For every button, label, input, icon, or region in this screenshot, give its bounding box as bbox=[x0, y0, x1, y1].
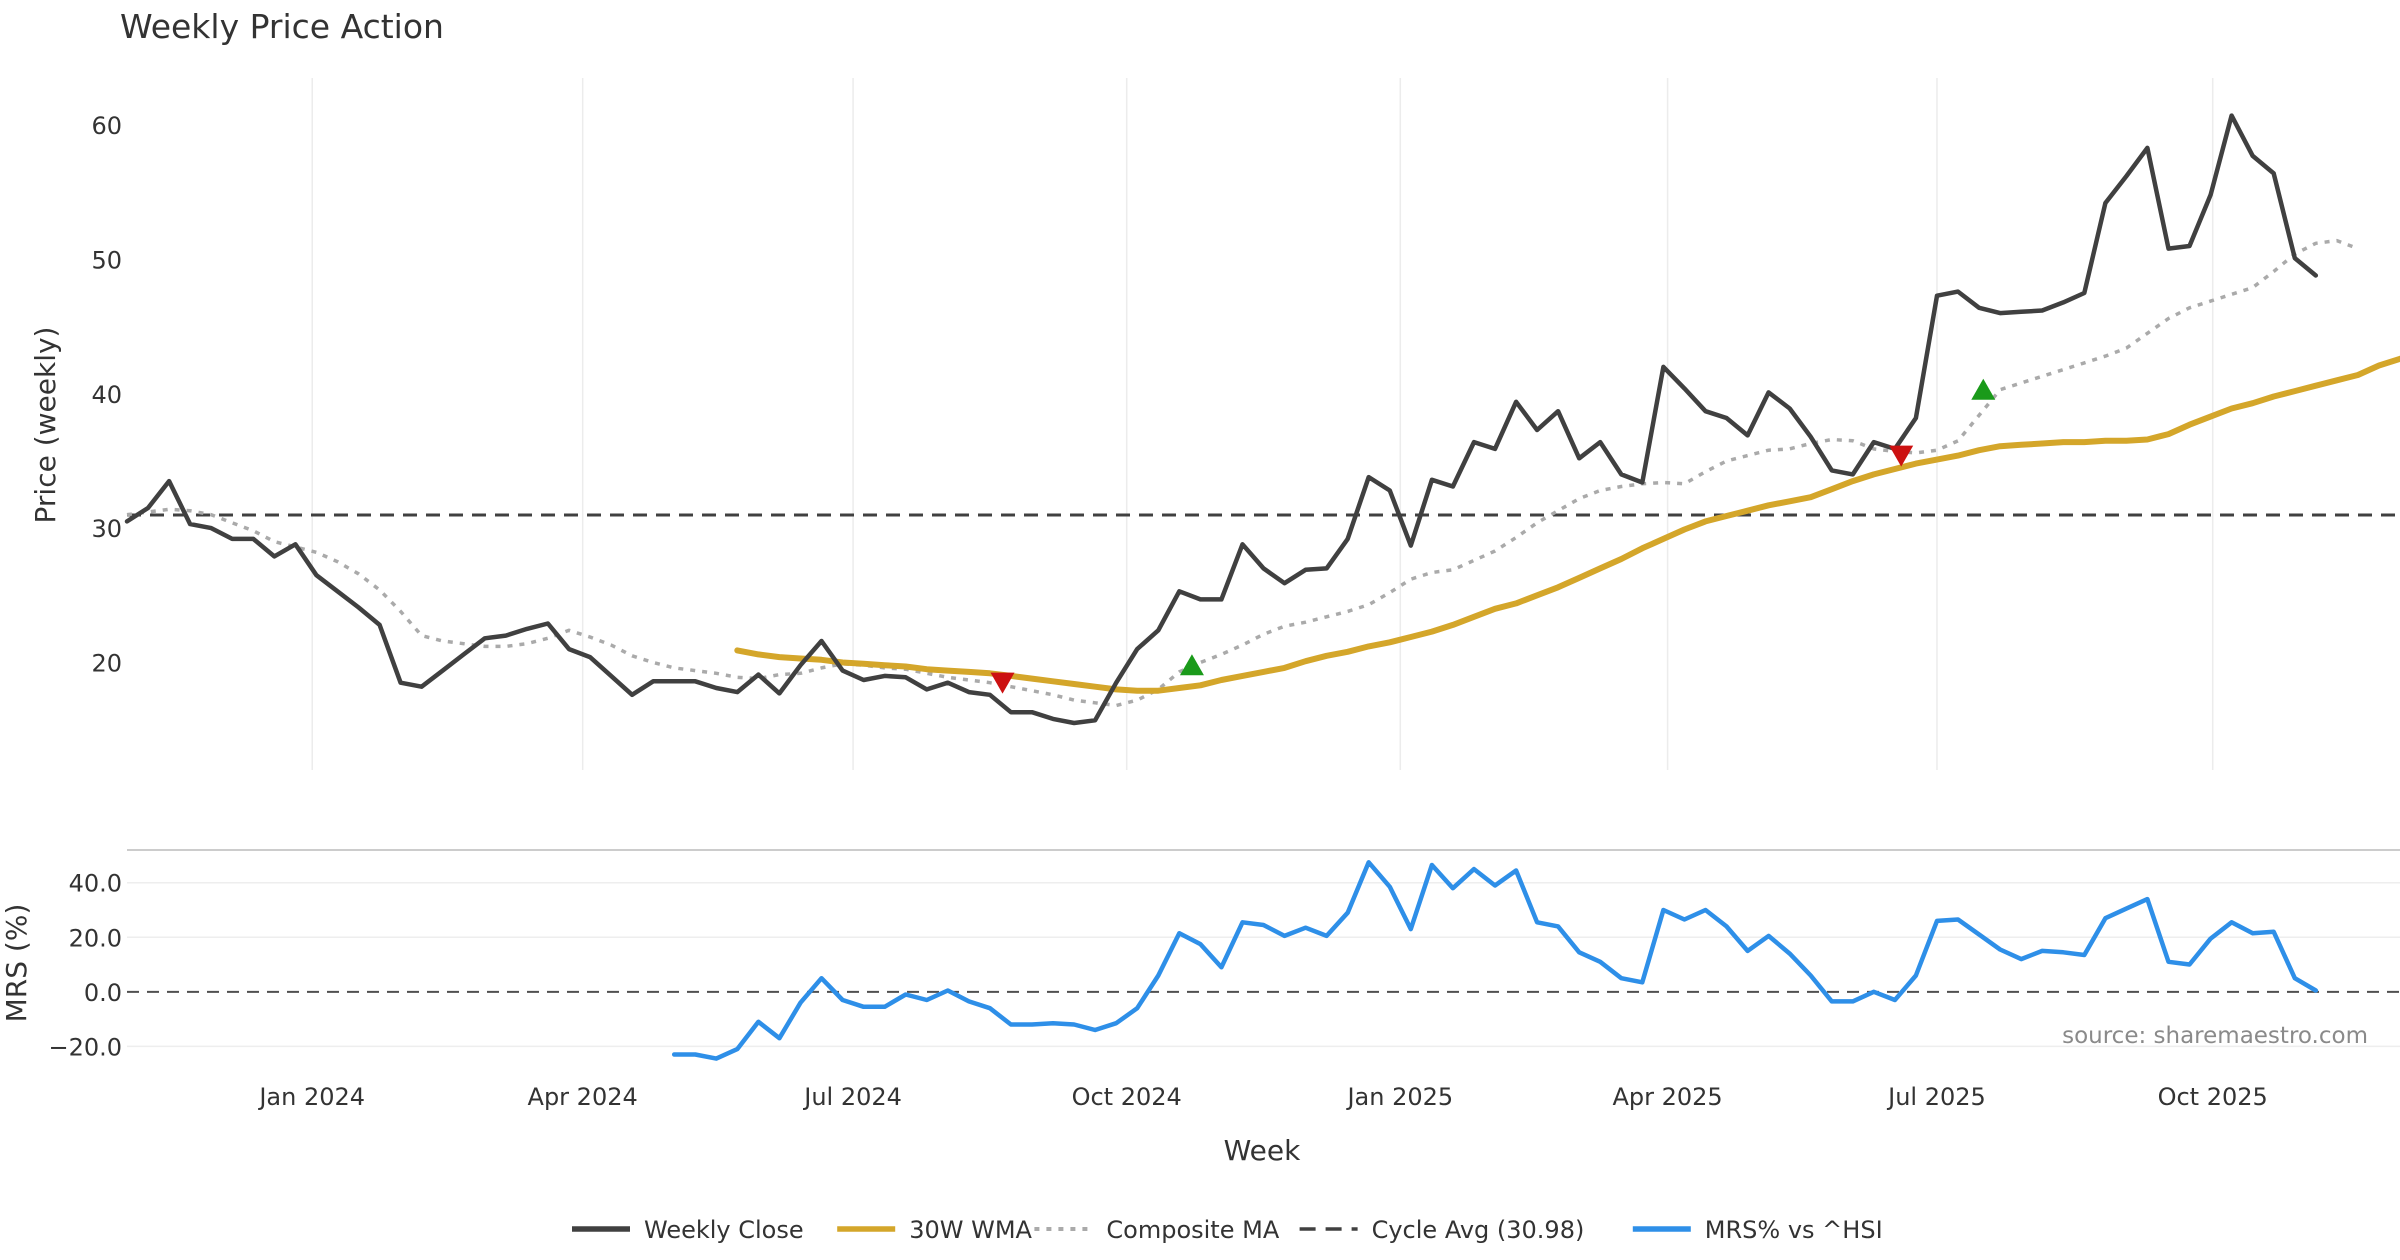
x-axis-label: Week bbox=[1224, 1134, 1301, 1167]
legend-label: Weekly Close bbox=[644, 1216, 804, 1244]
sell-signal-marker bbox=[1889, 445, 1914, 467]
legend-label: Cycle Avg (30.98) bbox=[1372, 1216, 1585, 1244]
x-tick-label: Oct 2024 bbox=[1072, 1083, 1182, 1111]
mrs-y-tick-label: 0.0 bbox=[84, 979, 122, 1007]
x-tick-label: Jul 2024 bbox=[802, 1083, 902, 1111]
legend-label: 30W WMA bbox=[909, 1216, 1032, 1244]
legend-item-weekly-close: Weekly Close bbox=[572, 1216, 804, 1244]
legend-item-30w-wma: 30W WMA bbox=[837, 1216, 1033, 1244]
legend-item-cycle-avg-30-98: Cycle Avg (30.98) bbox=[1299, 1216, 1585, 1244]
composite-ma-line bbox=[126, 238, 2359, 708]
x-tick-label: Apr 2024 bbox=[528, 1083, 638, 1111]
price-y-tick-label: 50 bbox=[91, 246, 122, 274]
chart-title: Weekly Price Action bbox=[120, 7, 444, 46]
sell-signal-marker bbox=[990, 672, 1015, 694]
mrs-y-tick-label: −20.0 bbox=[48, 1033, 122, 1061]
mrs-panel: 40.0 20.0 0.0 −20.0 bbox=[48, 849, 2400, 1061]
price-y-tick-label: 30 bbox=[91, 515, 122, 543]
legend: Weekly Close 30W WMA Composite MA Cycle Avg… bbox=[572, 1216, 1883, 1244]
x-tick-label: Apr 2025 bbox=[1612, 1083, 1722, 1111]
source-note: source: sharemaestro.com bbox=[2062, 1023, 2368, 1049]
legend-label: MRS% vs ^HSI bbox=[1705, 1216, 1883, 1244]
x-tick-label: Jan 2024 bbox=[257, 1083, 365, 1111]
price-y-tick-label: 40 bbox=[91, 381, 122, 409]
mrs-y-axis-label: MRS (%) bbox=[0, 904, 33, 1023]
price-panel: 20 30 40 50 60 bbox=[91, 112, 2400, 726]
x-tick-label: Oct 2025 bbox=[2158, 1083, 2268, 1111]
weekly-close-line bbox=[124, 113, 2319, 726]
mrs-y-tick-label: 20.0 bbox=[69, 924, 122, 952]
legend-item-composite-ma: Composite MA bbox=[1034, 1216, 1280, 1244]
gridlines bbox=[311, 78, 2214, 770]
30w-wma-line bbox=[734, 355, 2400, 694]
x-axis: Jan 2024 Apr 2024 Jul 2024 Oct 2024 Jan 2025… bbox=[257, 1083, 2267, 1111]
buy-signal-marker bbox=[1179, 654, 1204, 676]
price-y-axis-label: Price (weekly) bbox=[29, 327, 62, 524]
x-tick-label: Jul 2025 bbox=[1886, 1083, 1986, 1111]
mrs-y-tick-label: 40.0 bbox=[69, 870, 122, 898]
price-y-tick-label: 20 bbox=[91, 650, 122, 678]
buy-signal-marker bbox=[1971, 378, 1996, 400]
legend-item-mrs-vs-hsi: MRS% vs ^HSI bbox=[1632, 1216, 1883, 1244]
price-y-tick-label: 60 bbox=[91, 112, 122, 140]
x-tick-label: Jan 2025 bbox=[1345, 1083, 1453, 1111]
legend-label: Composite MA bbox=[1106, 1216, 1279, 1244]
mrs-line bbox=[671, 860, 2319, 1061]
